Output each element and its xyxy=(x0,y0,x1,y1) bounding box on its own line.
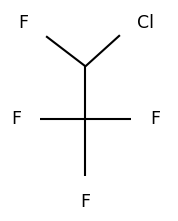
Text: Cl: Cl xyxy=(137,14,155,32)
Text: F: F xyxy=(18,14,28,32)
Text: F: F xyxy=(80,193,90,211)
Text: F: F xyxy=(150,110,160,128)
Text: F: F xyxy=(11,110,21,128)
